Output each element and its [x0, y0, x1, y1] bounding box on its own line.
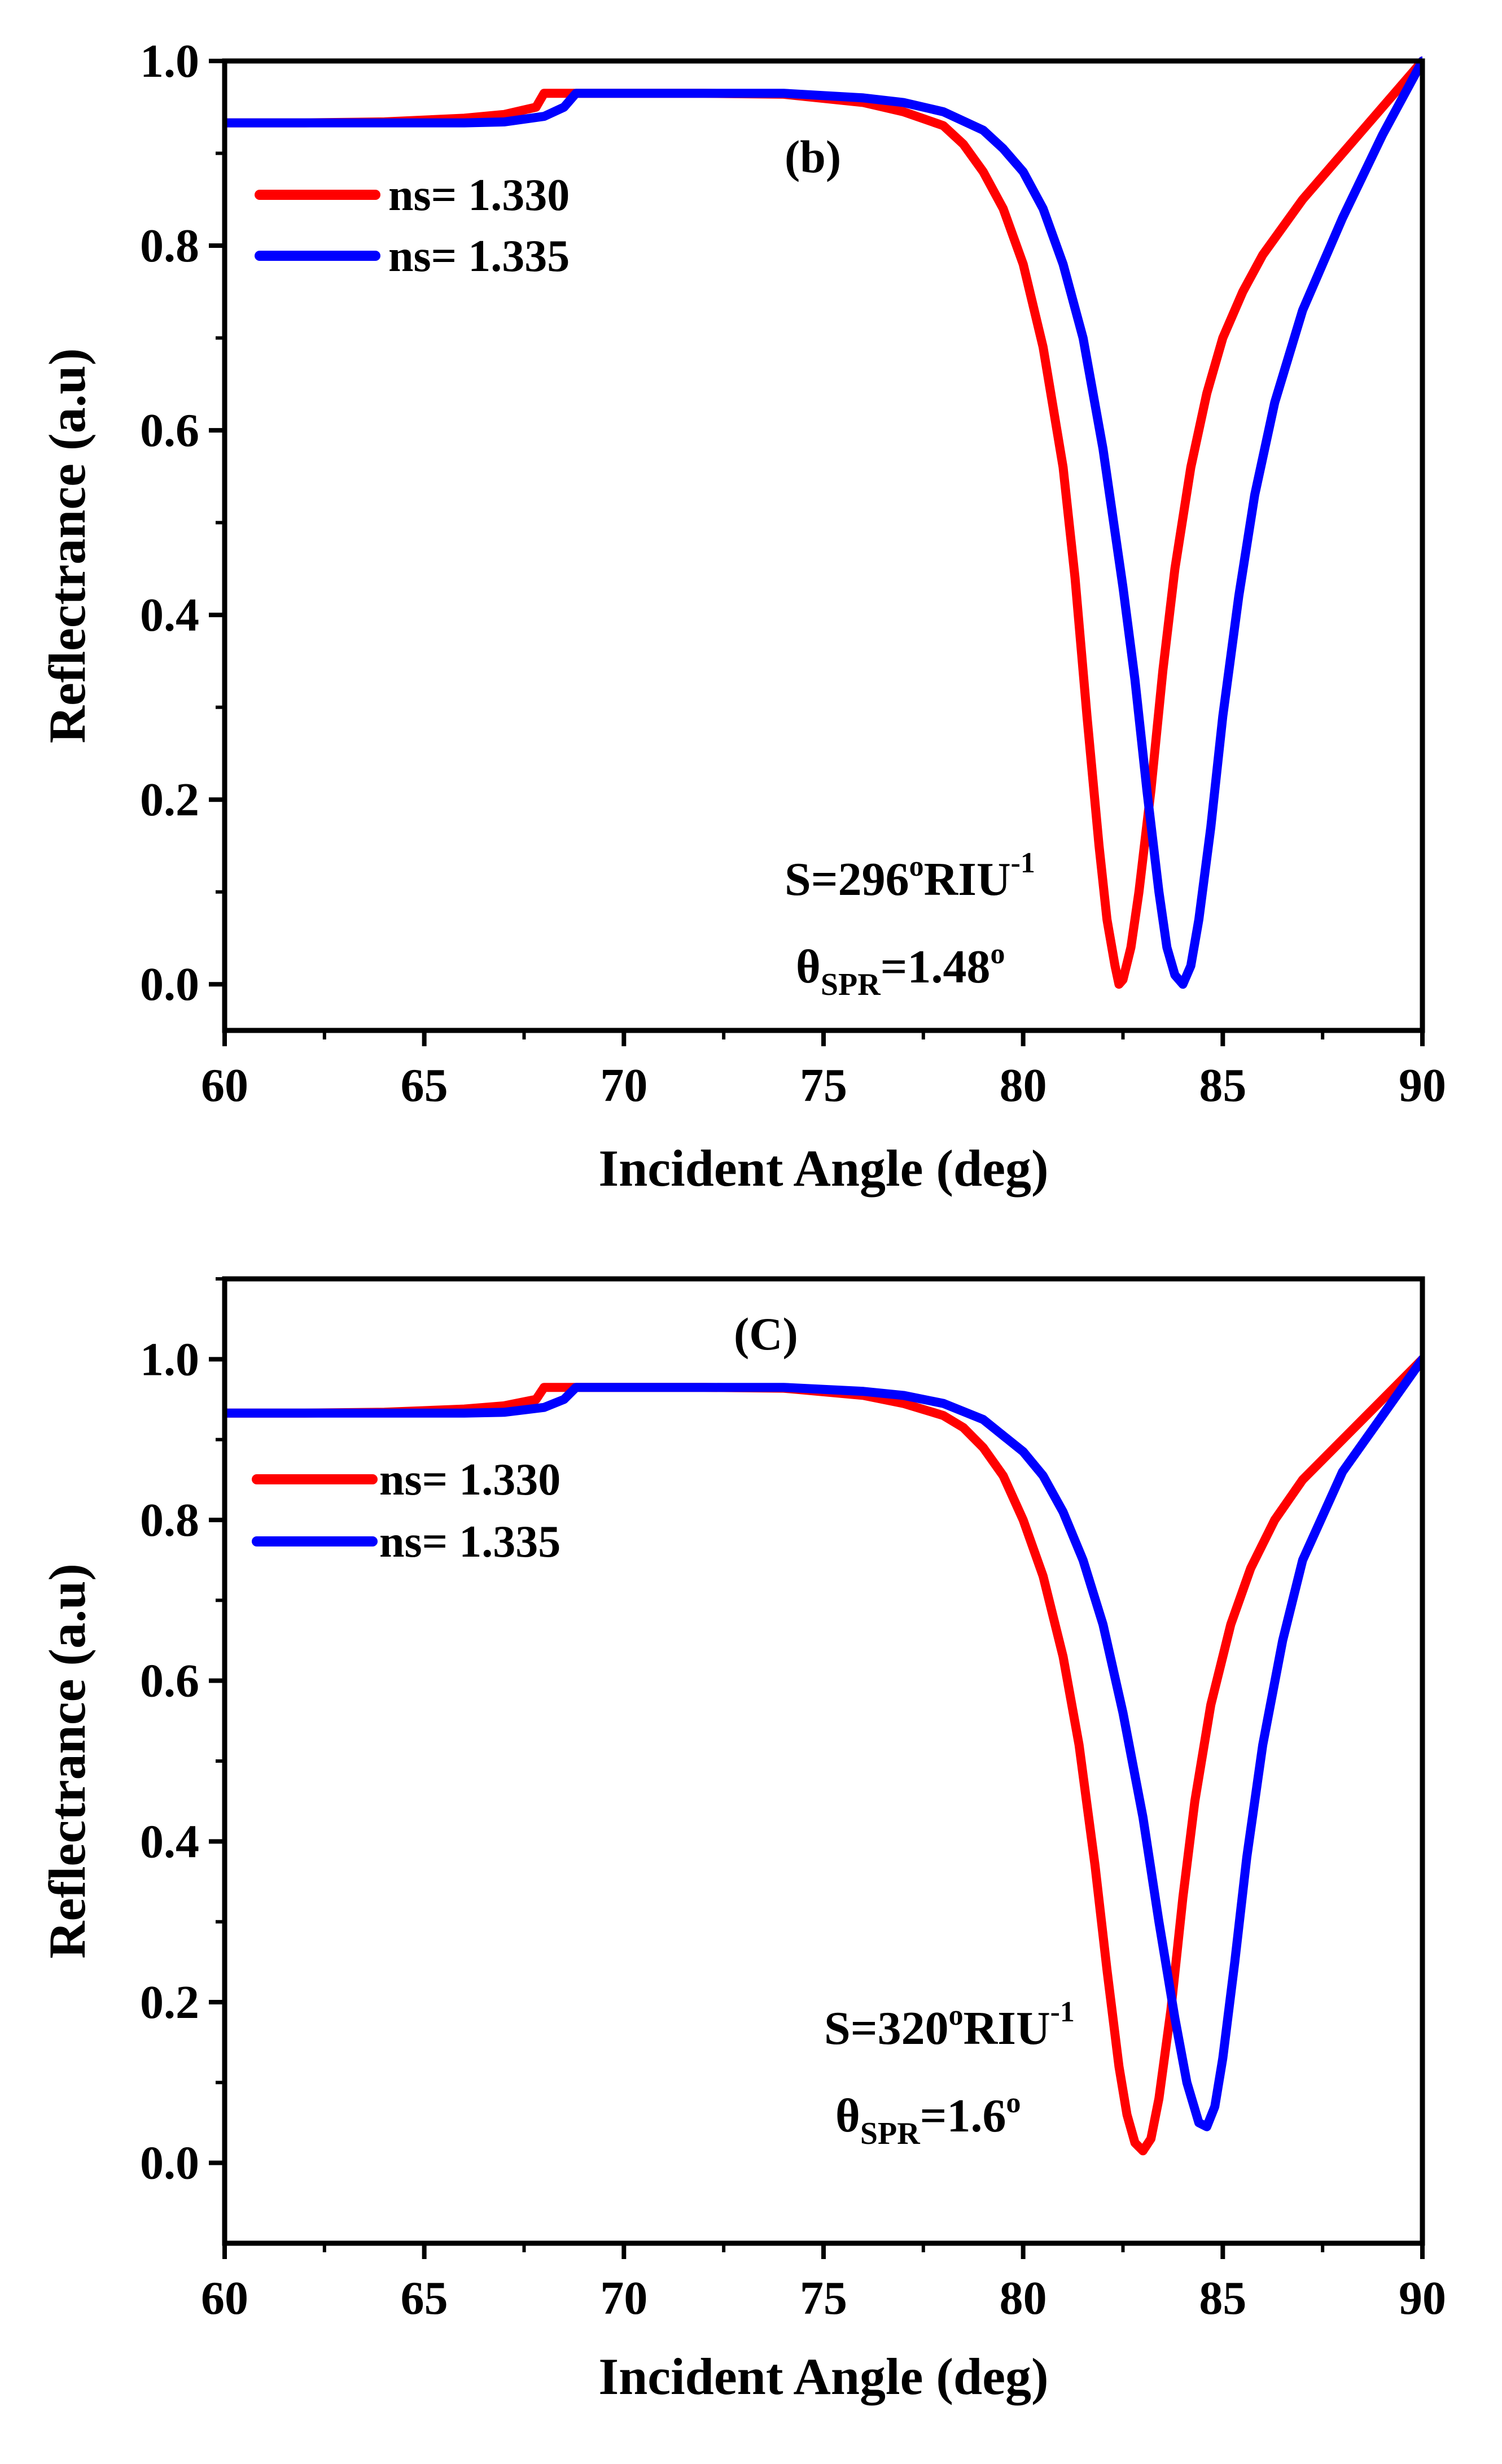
y-axis-title: Reflectrance (a.u) — [38, 348, 96, 744]
theta-subscript: SPR — [860, 2116, 920, 2151]
sensitivity-annotation: S=320oRIU-1 — [824, 1996, 1075, 2055]
series-line-ns-1330 — [225, 56, 1422, 989]
legend-label-ns-1335: ns= 1.335 — [379, 1517, 560, 1567]
x-tick-label: 70 — [600, 1059, 647, 1112]
x-tick-label: 60 — [201, 2272, 248, 2325]
y-tick-label: 0.2 — [140, 774, 199, 826]
y-tick-label: 0.6 — [140, 404, 199, 457]
sensitivity-degree: o — [949, 1999, 964, 2032]
sensitivity-unit: RIU — [924, 853, 1011, 906]
theta-annotation: θSPR=1.48o — [796, 938, 1005, 1002]
series-line-ns-1335 — [225, 1355, 1422, 2131]
sensitivity-degree: o — [909, 850, 924, 883]
chart-panel-1: 60 65 70 75 80 85 90 0.0 0.2 0.4 0.6 0.8 1.0 Incident… — [38, 35, 1446, 1197]
y-tick-label: 0.0 — [140, 2137, 199, 2190]
y-tick-label: 1.0 — [140, 1333, 199, 1386]
theta-symbol: θ — [796, 941, 821, 993]
y-tick-label: 0.6 — [140, 1655, 199, 1707]
sensitivity-exponent: -1 — [1050, 1996, 1075, 2028]
y-tick-label: 0.2 — [140, 1976, 199, 2029]
series-line-ns-1330 — [225, 1355, 1422, 2156]
x-axis-title: Incident Angle (deg) — [598, 1139, 1048, 1197]
x-tick-label: 65 — [401, 1059, 448, 1112]
x-tick-label: 75 — [800, 1059, 847, 1112]
sensitivity-unit: RIU — [964, 2002, 1050, 2055]
y-tick-label: 1.0 — [140, 35, 199, 88]
x-tick-label: 90 — [1399, 1059, 1446, 1112]
y-tick-label: 0.8 — [140, 1494, 199, 1546]
sensitivity-exponent: -1 — [1011, 847, 1035, 879]
y-tick-label: 0.0 — [140, 958, 199, 1011]
theta-symbol: θ — [835, 2090, 860, 2142]
panel-label: (b) — [785, 131, 841, 182]
chart-panel-2: 60 65 70 75 80 85 90 0.0 0.2 0.4 0.6 0.8 1.0 Incident… — [38, 1276, 1446, 2405]
y-tick-label: 0.8 — [140, 220, 199, 272]
sensitivity-annotation: S=296oRIU-1 — [785, 847, 1035, 906]
x-tick-label: 60 — [201, 1059, 248, 1112]
theta-annotation: θSPR=1.6o — [835, 2087, 1021, 2151]
legend-label-ns-1335: ns= 1.335 — [388, 231, 570, 281]
theta-degree: o — [991, 938, 1005, 970]
x-tick-label: 70 — [600, 2272, 647, 2325]
x-tick-label: 80 — [1000, 1059, 1047, 1112]
theta-degree: o — [1006, 2087, 1021, 2119]
x-tick-label: 65 — [401, 2272, 448, 2325]
theta-subscript: SPR — [821, 967, 881, 1002]
x-tick-label: 85 — [1199, 2272, 1246, 2325]
sensitivity-value: S=320 — [824, 2002, 949, 2055]
series-line-ns-1335 — [225, 56, 1422, 989]
y-tick-label: 0.4 — [140, 1815, 199, 1868]
legend-label-ns-1330: ns= 1.330 — [379, 1455, 560, 1505]
sensitivity-value: S=296 — [785, 853, 909, 906]
x-tick-label: 80 — [1000, 2272, 1047, 2325]
theta-value: =1.48 — [881, 941, 991, 993]
x-tick-label: 75 — [800, 2272, 847, 2325]
y-axis-title: Reflectrance (a.u) — [38, 1563, 96, 1959]
x-tick-label: 90 — [1399, 2272, 1446, 2325]
panel-label: (C) — [734, 1308, 798, 1360]
theta-value: =1.6 — [920, 2090, 1006, 2142]
x-axis-title: Incident Angle (deg) — [598, 2348, 1048, 2405]
legend-label-ns-1330: ns= 1.330 — [388, 171, 570, 220]
y-tick-label: 0.4 — [140, 589, 199, 641]
plot-frame — [222, 1276, 1425, 2246]
x-tick-label: 85 — [1199, 1059, 1246, 1112]
